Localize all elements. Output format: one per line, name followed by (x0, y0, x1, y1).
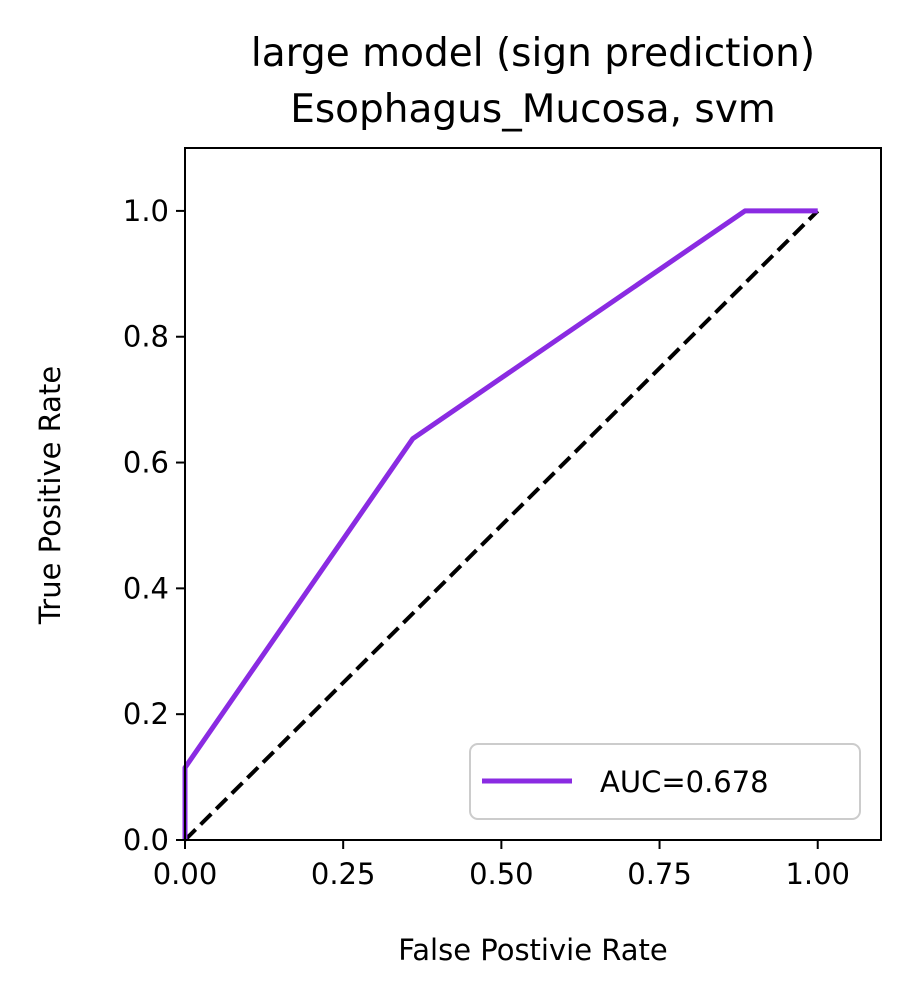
legend-frame (469, 743, 861, 820)
x-tick-label: 0.00 (153, 857, 218, 891)
y-tick-label: 1.0 (123, 194, 169, 228)
legend: AUC=0.678 (469, 743, 861, 820)
y-axis-label: True Positive Rate (33, 366, 67, 625)
x-tick-label: 1.00 (785, 857, 850, 891)
y-tick-label: 0.2 (123, 697, 169, 731)
x-tick-label: 0.25 (311, 857, 376, 891)
y-tick-label: 0.8 (123, 320, 169, 354)
y-tick-label: 0.0 (123, 823, 169, 857)
reference-diagonal-line (183, 209, 820, 842)
x-tick-label: 0.50 (469, 857, 534, 891)
chart-title-line-2: Esophagus_Mucosa, svm (290, 87, 776, 132)
x-axis-label: False Postivie Rate (398, 933, 668, 967)
x-tick-label: 0.75 (627, 857, 692, 891)
plot-area: 0.00 0.25 0.50 0.75 1.00 0.0 0.2 0.4 0.6 0.8 1.0 (123, 147, 882, 891)
plot-frame (184, 147, 882, 841)
y-tick-label: 0.4 (123, 571, 169, 605)
chart-title-line-1: large model (sign prediction) (251, 31, 815, 76)
legend-entry-label: AUC=0.678 (600, 765, 769, 799)
y-tick-label: 0.6 (123, 446, 169, 480)
